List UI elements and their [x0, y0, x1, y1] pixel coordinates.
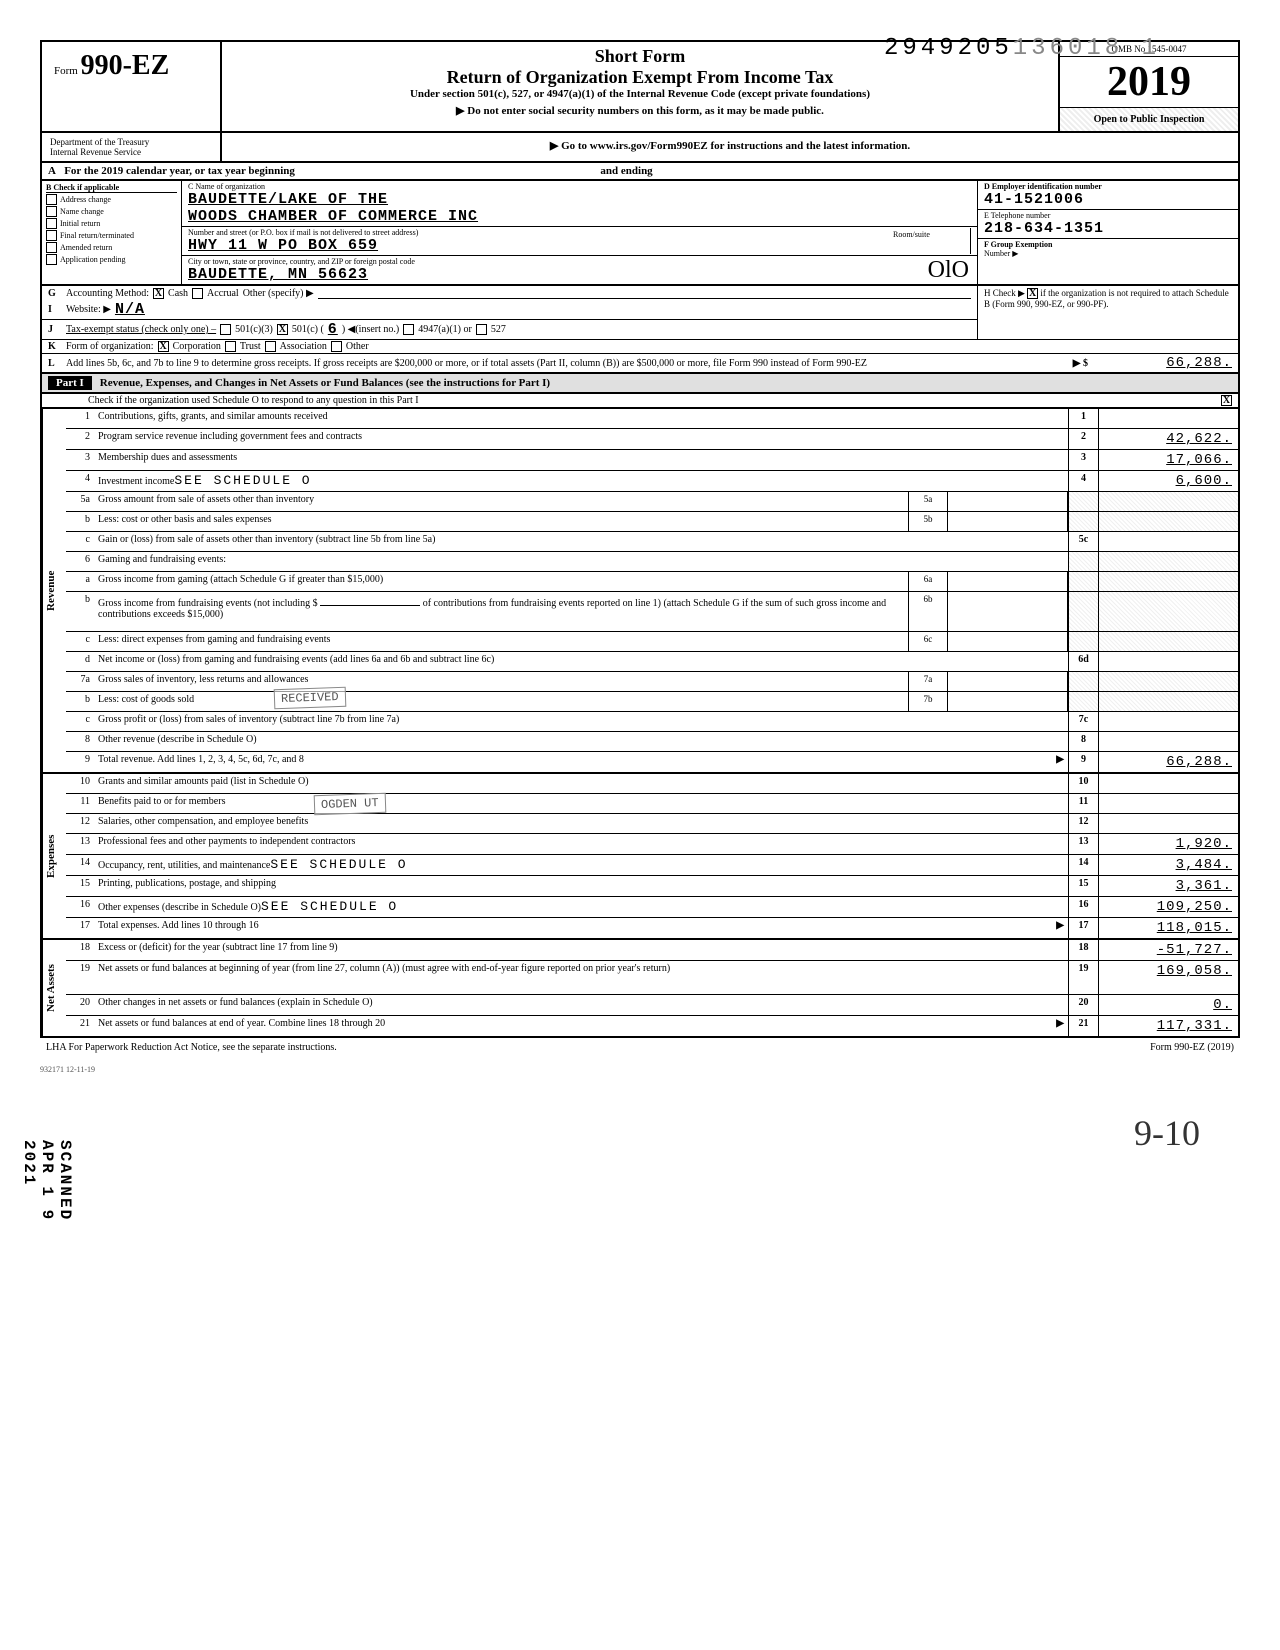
- form-version: Form 990-EZ (2019): [1150, 1042, 1234, 1053]
- checkbox-initial-return[interactable]: [46, 218, 57, 229]
- line-9-total-revenue: 66,288.: [1098, 752, 1238, 772]
- initials-handwritten: OlO: [928, 257, 969, 284]
- checkbox-trust[interactable]: [225, 341, 236, 352]
- checkbox-association[interactable]: [265, 341, 276, 352]
- scanned-stamp: SCANNED APR 1 9 2021: [20, 1140, 74, 1221]
- row-a-tax-year: A For the 2019 calendar year, or tax yea…: [40, 163, 1240, 181]
- expenses-label: Expenses: [42, 774, 66, 938]
- section-c-org: C Name of organization BAUDETTE/LAKE OF …: [182, 181, 978, 284]
- website: N/A: [115, 301, 145, 318]
- checkbox-schedule-o-part1[interactable]: X: [1221, 395, 1232, 406]
- received-stamp: RECEIVED: [274, 687, 346, 709]
- checkbox-schedule-b[interactable]: X: [1027, 288, 1038, 299]
- open-to-public: Open to Public Inspection: [1060, 107, 1238, 131]
- telephone: 218-634-1351: [984, 220, 1232, 237]
- checkbox-address-change[interactable]: [46, 194, 57, 205]
- org-name-line1: BAUDETTE/LAKE OF THE: [188, 191, 971, 208]
- section-b-checkboxes: B Check if applicable Address change Nam…: [42, 181, 182, 284]
- line-20-amount: 0.: [1098, 995, 1238, 1015]
- 501c-insert: 6: [328, 321, 338, 338]
- checkbox-501c[interactable]: X: [277, 324, 288, 335]
- form-page: 2949205136018 1 SCANNED APR 1 9 2021 For…: [40, 40, 1240, 1074]
- checkbox-501c3[interactable]: [220, 324, 231, 335]
- line-2-amount: 42,622.: [1098, 429, 1238, 449]
- revenue-label: Revenue: [42, 409, 66, 772]
- line-18-amount: -51,727.: [1098, 940, 1238, 960]
- org-name-line2: WOODS CHAMBER OF COMMERCE INC: [188, 208, 971, 225]
- org-info-block: B Check if applicable Address change Nam…: [40, 181, 1240, 286]
- line-13-amount: 1,920.: [1098, 834, 1238, 854]
- checkbox-final-return[interactable]: [46, 230, 57, 241]
- line-15-amount: 3,361.: [1098, 876, 1238, 896]
- line-4-amount: 6,600.: [1098, 471, 1238, 491]
- main-title: Return of Organization Exempt From Incom…: [230, 67, 1050, 88]
- checkbox-cash[interactable]: X: [153, 288, 164, 299]
- checkbox-application-pending[interactable]: [46, 254, 57, 265]
- handwritten-note: 9-10: [1134, 1112, 1200, 1154]
- city-state-zip: BAUDETTE, MN 56623: [188, 266, 971, 283]
- section-def: D Employer identification number 41-1521…: [978, 181, 1238, 284]
- document-locator-number: 2949205136018 1: [884, 35, 1160, 62]
- checkbox-name-change[interactable]: [46, 206, 57, 217]
- expenses-section: Expenses 10Grants and similar amounts pa…: [40, 774, 1240, 940]
- line-19-amount: 169,058.: [1098, 961, 1238, 994]
- checkbox-amended[interactable]: [46, 242, 57, 253]
- goto-line: ▶ Go to www.irs.gov/Form990EZ for instru…: [222, 133, 1238, 161]
- net-assets-label: Net Assets: [42, 940, 66, 1036]
- revenue-section: Revenue 1Contributions, gifts, grants, a…: [40, 409, 1240, 774]
- meta-lines: G Accounting Method: XCash Accrual Other…: [40, 286, 1240, 374]
- checkbox-4947[interactable]: [403, 324, 414, 335]
- room-suite: Room/suite: [891, 228, 971, 254]
- tax-year: 2019: [1060, 57, 1238, 107]
- line-14-amount: 3,484.: [1098, 855, 1238, 875]
- gross-receipts: 66,288.: [1092, 355, 1232, 371]
- department-label: Department of the Treasury Internal Reve…: [42, 133, 222, 161]
- form-number-box: Form 990-EZ: [42, 42, 222, 131]
- checkbox-corporation[interactable]: X: [158, 341, 169, 352]
- paperwork-notice: LHA For Paperwork Reduction Act Notice, …: [46, 1042, 337, 1053]
- line-3-amount: 17,066.: [1098, 450, 1238, 470]
- street-address: HWY 11 W PO BOX 659: [188, 237, 891, 254]
- net-assets-section: Net Assets 18Excess or (deficit) for the…: [40, 940, 1240, 1038]
- ogden-stamp: OGDEN UT: [314, 793, 386, 815]
- checkbox-527[interactable]: [476, 324, 487, 335]
- line-17-total-expenses: 118,015.: [1098, 918, 1238, 938]
- department-row: Department of the Treasury Internal Reve…: [40, 133, 1240, 163]
- ein: 41-1521006: [984, 191, 1232, 208]
- checkbox-accrual[interactable]: [192, 288, 203, 299]
- checkbox-other-org[interactable]: [331, 341, 342, 352]
- footer: LHA For Paperwork Reduction Act Notice, …: [40, 1038, 1240, 1057]
- subtitle: Under section 501(c), 527, or 4947(a)(1)…: [230, 88, 1050, 100]
- footer-code: 932171 12-11-19: [40, 1065, 1240, 1074]
- line-16-amount: 109,250.: [1098, 897, 1238, 917]
- part-1-header: Part I Revenue, Expenses, and Changes in…: [40, 374, 1240, 394]
- line-21-amount: 117,331.: [1098, 1016, 1238, 1036]
- warning-line: ▶ Do not enter social security numbers o…: [230, 104, 1050, 117]
